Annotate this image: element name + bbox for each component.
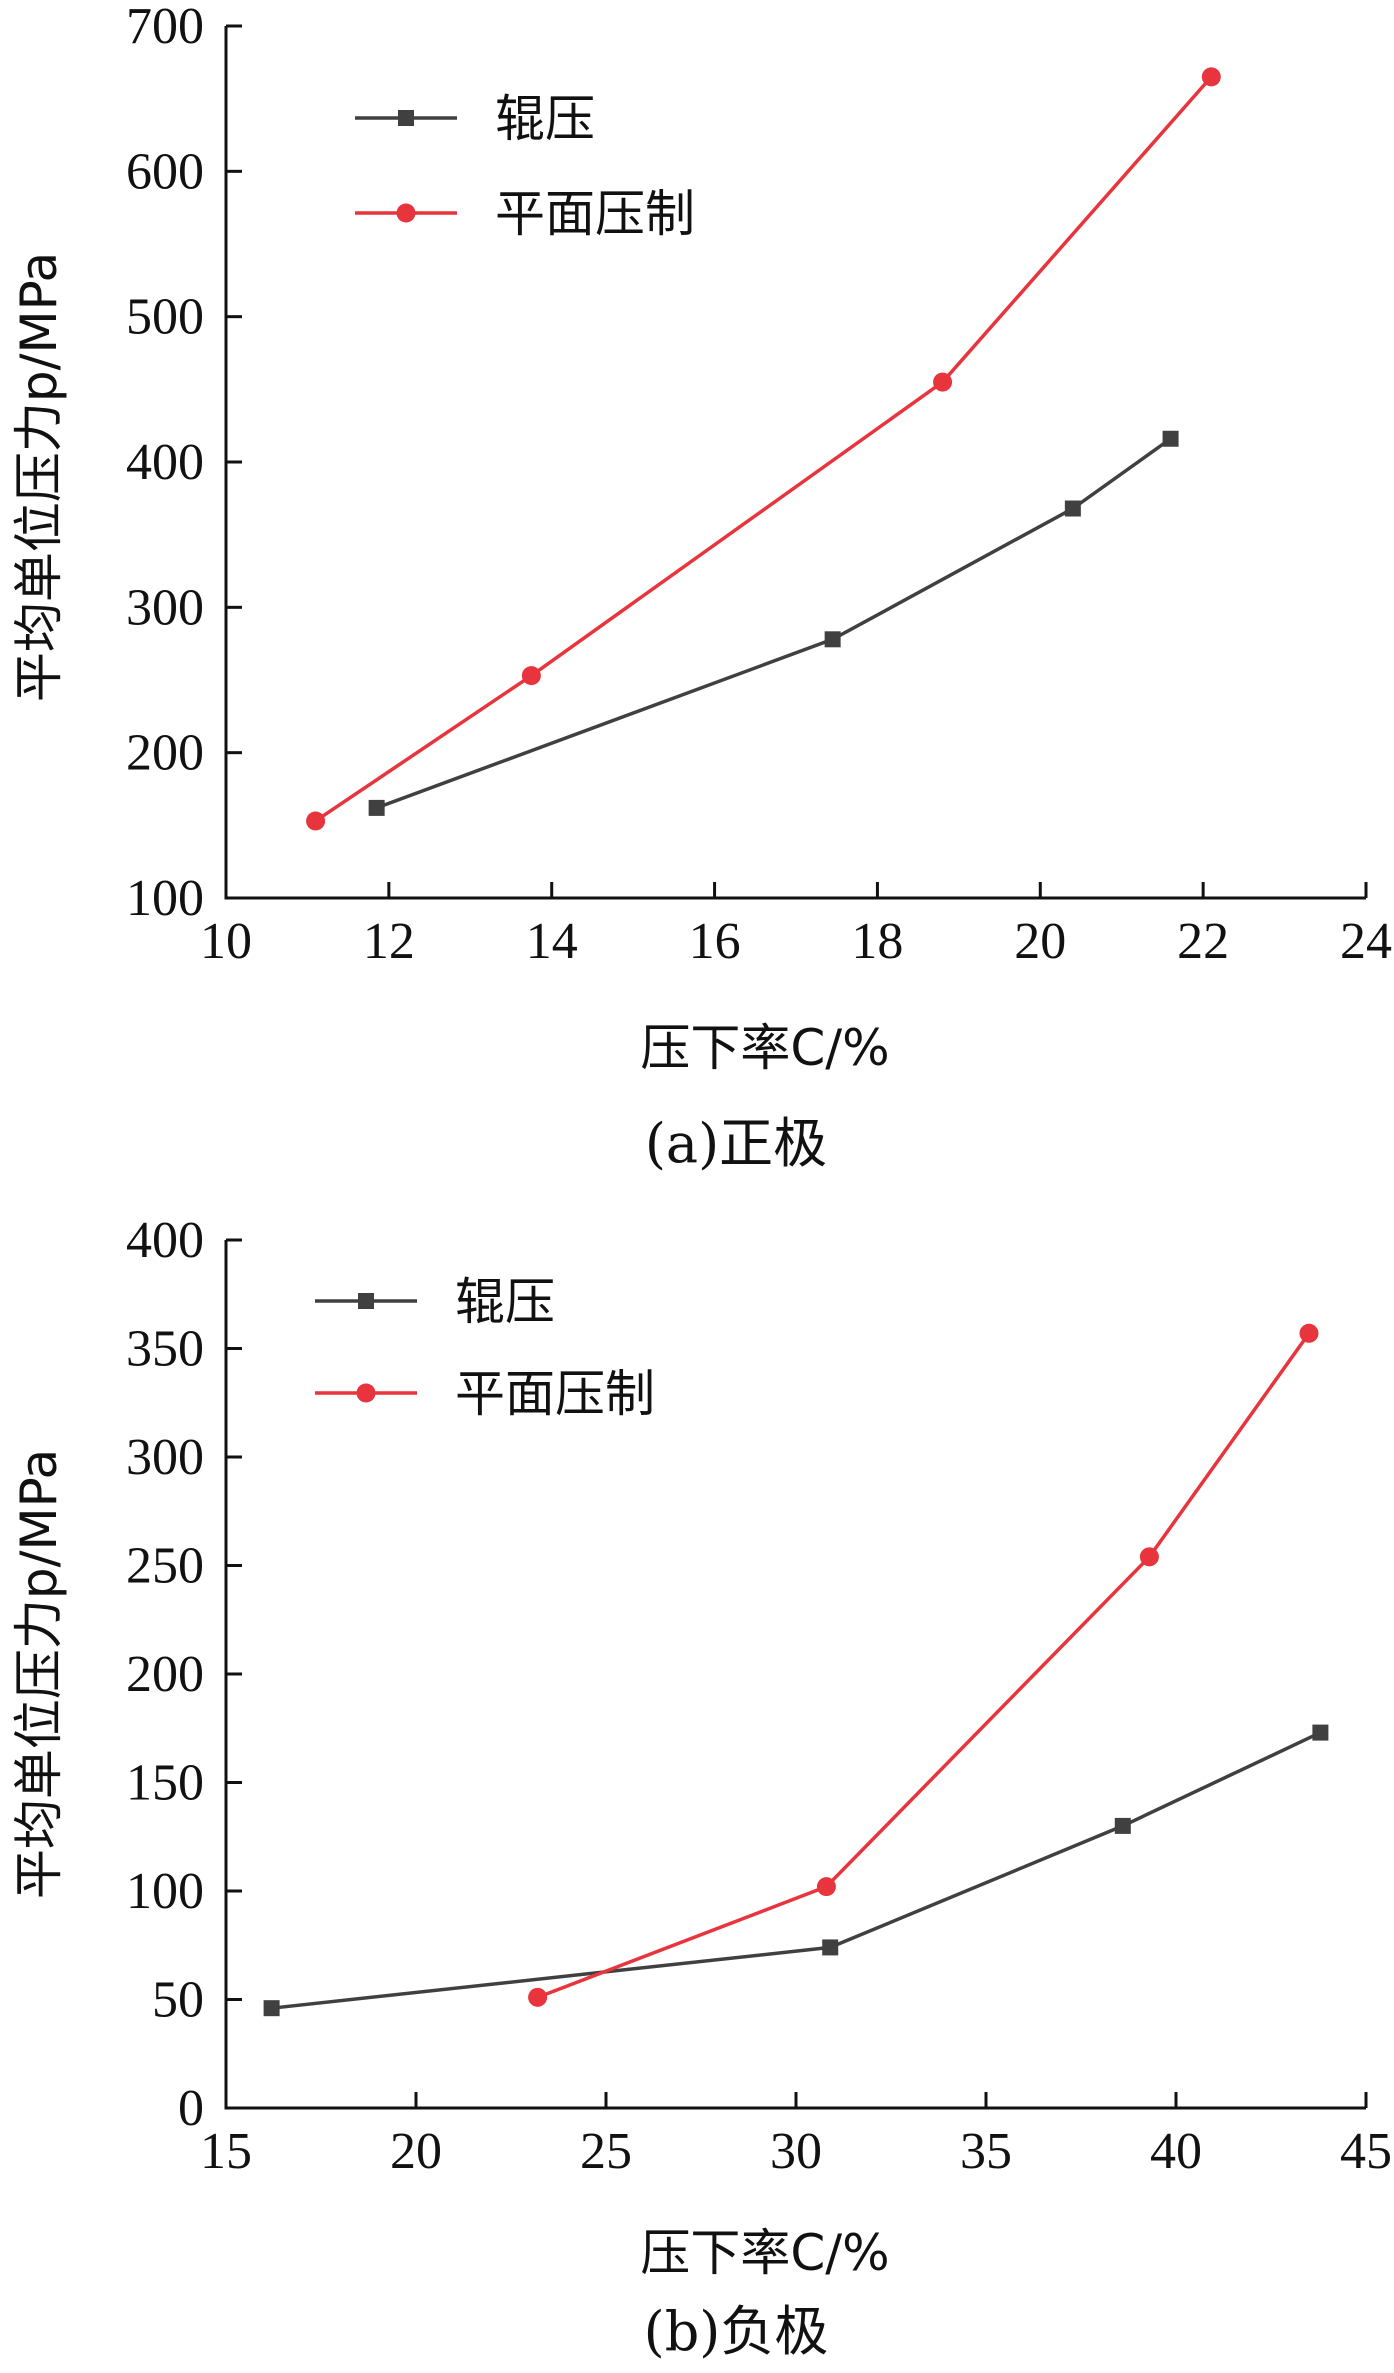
- chart-a-y-axis-title: 平均单位压力p/MPa: [10, 252, 68, 702]
- chart-b-series-roll-pressing-point: [822, 1939, 839, 1956]
- chart-a-series-roll-pressing-legend-marker: [398, 110, 414, 126]
- chart-b-y-tick-label: 200: [126, 1646, 204, 1703]
- chart-a-series-roll-pressing-point: [824, 631, 841, 648]
- chart-a-y-tick-label: 500: [126, 289, 204, 346]
- chart-b-series-flat-pressing-point: [816, 1877, 836, 1897]
- chart-a-y-tick-label: 700: [126, 0, 204, 55]
- chart-a-series-flat-pressing-legend-label: 平面压制: [495, 185, 695, 243]
- chart-b-y-tick-label: 300: [126, 1429, 204, 1486]
- chart-a-x-tick-label: 12: [363, 913, 415, 970]
- chart-a-series-flat-pressing-legend-marker: [396, 203, 416, 223]
- chart-b-plot-area: 0 50 100 150 200 250 300 350 400 15 20 25 30 35 40 45 辊压…: [126, 1212, 1392, 2180]
- chart-b-series-flat-pressing-point: [1139, 1547, 1159, 1567]
- chart-a-series-flat-pressing-point: [1201, 67, 1221, 87]
- chart-a-caption: (a)正极: [645, 1112, 827, 1175]
- chart-a-series-roll-pressing-point: [1064, 500, 1081, 517]
- chart-b-series-roll-pressing-line: [271, 1731, 1322, 2010]
- chart-a-x-axis-title: 压下率C/%: [640, 1019, 889, 1077]
- chart-a-y-tick-label: 400: [126, 434, 204, 491]
- chart-a-series-flat-pressing-point: [521, 666, 541, 686]
- chart-a-x-tick-label: 20: [1014, 913, 1066, 970]
- chart-a-series-roll-pressing-legend-label: 辊压: [495, 90, 595, 148]
- chart-a-x-tick-label: 22: [1177, 913, 1229, 970]
- chart-a-y-tick-label: 100: [126, 870, 204, 927]
- chart-b-y-axis-title: 平均单位压力p/MPa: [10, 1449, 68, 1899]
- chart-b-negative-electrode: 0 50 100 150 200 250 300 350 400 15 20 25 30 35 40 45 辊压…: [10, 1212, 1392, 2363]
- chart-a-x-tick-label: 10: [200, 913, 252, 970]
- chart-b-series-flat-pressing-point: [528, 1987, 548, 2007]
- chart-b-series-roll-pressing-point: [1312, 1724, 1329, 1741]
- chart-a-positive-electrode: 100 200 300 400 500 600 700 10 12 14 16 18 20 22 24 辊压平…: [10, 0, 1392, 1175]
- chart-a-series-flat-pressing-point: [933, 372, 953, 392]
- chart-b-y-tick-label: 250: [126, 1538, 204, 1595]
- chart-b-y-tick-label: 0: [178, 2080, 204, 2137]
- chart-a-series-flat-pressing-point: [306, 811, 326, 831]
- chart-a-series-roll-pressing-point: [1162, 430, 1179, 447]
- chart-a-x-tick-label: 18: [851, 913, 903, 970]
- chart-b-y-tick-label: 100: [126, 1863, 204, 1920]
- chart-b-x-tick-label: 35: [960, 2123, 1012, 2180]
- chart-a-x-tick-label: 24: [1340, 913, 1392, 970]
- chart-b-y-tick-label: 350: [126, 1321, 204, 1378]
- chart-b-x-tick-label: 40: [1150, 2123, 1202, 2180]
- chart-b-series-flat-pressing-legend-marker: [356, 1383, 376, 1403]
- chart-b-x-tick-label: 20: [390, 2123, 442, 2180]
- chart-b-series-roll-pressing-legend-marker: [358, 1293, 374, 1309]
- chart-a-series-roll-pressing-line: [376, 437, 1172, 810]
- chart-b-axes: [224, 1240, 1366, 2110]
- chart-b-series-roll-pressing-legend-label: 辊压: [455, 1273, 555, 1331]
- chart-a-y-tick-label: 200: [126, 725, 204, 782]
- chart-a-y-tick-label: 300: [126, 579, 204, 636]
- chart-b-y-tick-label: 400: [126, 1212, 204, 1269]
- chart-b-y-tick-label: 50: [152, 1972, 204, 2029]
- chart-b-x-tick-label: 25: [580, 2123, 632, 2180]
- chart-b-caption: (b)负极: [644, 2300, 829, 2363]
- chart-b-x-tick-label: 15: [200, 2123, 252, 2180]
- chart-b-x-tick-label: 30: [770, 2123, 822, 2180]
- chart-a-series-flat-pressing-line: [314, 75, 1213, 823]
- chart-b-series-flat-pressing-point: [1299, 1323, 1319, 1343]
- chart-b-series-roll-pressing-point: [263, 2000, 280, 2017]
- chart-b-series-flat-pressing-legend-label: 平面压制: [455, 1365, 655, 1423]
- chart-a-series-roll-pressing-point: [368, 799, 385, 816]
- chart-a-plot-area: 100 200 300 400 500 600 700 10 12 14 16 18 20 22 24 辊压平…: [126, 0, 1392, 970]
- chart-b-series-roll-pressing-point: [1114, 1817, 1131, 1834]
- chart-a-x-tick-label: 16: [689, 913, 741, 970]
- chart-b-x-axis-title: 压下率C/%: [640, 2224, 889, 2282]
- chart-a-x-tick-label: 14: [526, 913, 578, 970]
- chart-a-y-tick-label: 600: [126, 143, 204, 200]
- chart-b-y-tick-label: 150: [126, 1755, 204, 1812]
- chart-b-series-flat-pressing-line: [536, 1332, 1311, 1999]
- chart-b-x-tick-label: 45: [1340, 2123, 1392, 2180]
